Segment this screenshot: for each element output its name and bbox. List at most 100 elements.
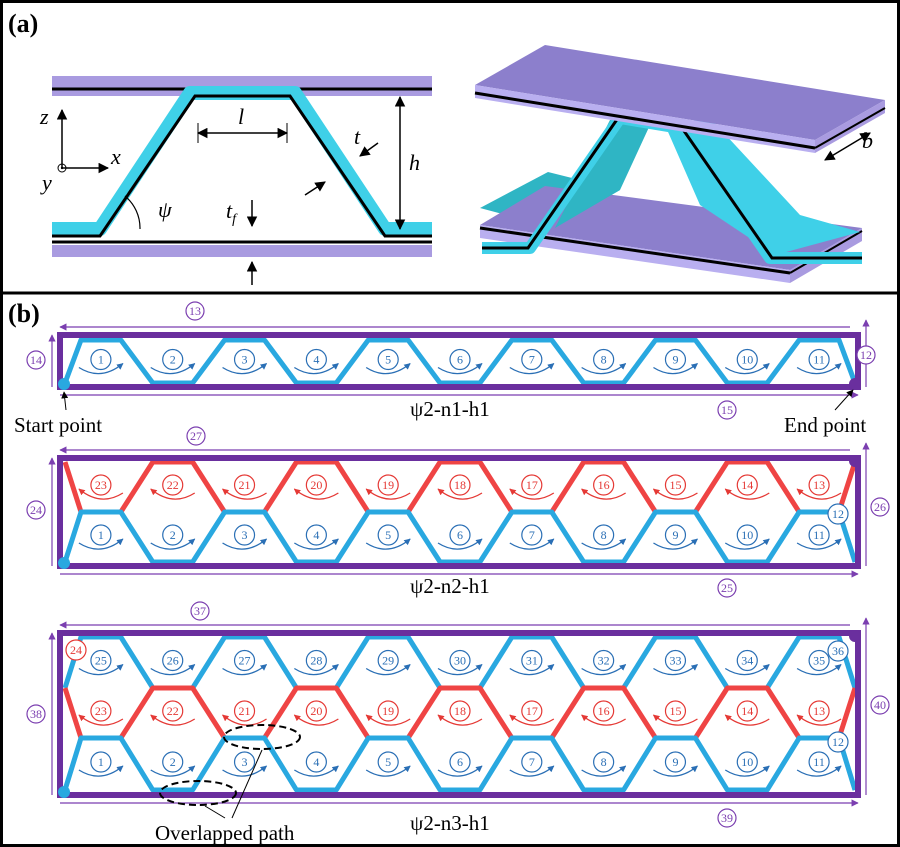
flow-arrow — [222, 765, 268, 777]
step-circle — [593, 649, 615, 672]
step-circle — [185, 301, 205, 321]
path-red — [62, 459, 858, 515]
step-number: 12 — [832, 507, 844, 521]
flow-arrow — [150, 765, 196, 777]
step-number: 26 — [874, 500, 886, 514]
path-blue — [62, 735, 858, 793]
step-number: 36 — [832, 644, 844, 658]
flow-arrow — [509, 538, 555, 550]
step-circle — [26, 500, 46, 520]
step-number: 12 — [860, 348, 872, 362]
dim-h: h — [409, 150, 420, 175]
flow-arrow — [653, 663, 698, 676]
step-number: 11 — [813, 528, 825, 542]
step-number: 7 — [529, 755, 535, 769]
flow-arrow — [652, 488, 698, 500]
step-number: 10 — [741, 353, 753, 367]
step-number: 1 — [98, 353, 104, 367]
flow-arrow — [150, 538, 196, 550]
step-number: 8 — [601, 353, 607, 367]
step-number: 13 — [189, 304, 201, 318]
pointer — [231, 749, 263, 819]
axis-z: z — [39, 104, 49, 129]
step-number: 40 — [874, 698, 886, 712]
flow-arrow — [294, 663, 339, 676]
flow-arrow — [437, 362, 483, 375]
step-circle — [305, 348, 327, 371]
step-circle — [449, 524, 471, 546]
step-circle — [664, 524, 687, 546]
step-number: 1 — [98, 528, 104, 542]
step-circle — [827, 503, 849, 525]
step-number: 22 — [167, 704, 179, 718]
flow-arrow — [724, 714, 770, 726]
step-circle — [521, 474, 543, 496]
step-circle — [377, 524, 399, 546]
flow-arrow — [509, 488, 555, 500]
step-circle — [717, 578, 737, 598]
overlap-mark — [223, 724, 301, 750]
step-number: 23 — [95, 478, 107, 492]
flow-arrow — [796, 538, 842, 550]
step-number: 5 — [385, 353, 391, 367]
flow-arrow — [222, 362, 268, 375]
step-number: 30 — [454, 654, 466, 668]
flow-arrow — [78, 362, 124, 375]
step-number: 11 — [813, 353, 825, 367]
flow-arrow — [509, 765, 555, 777]
flow-arrow — [653, 765, 698, 777]
step-number: 24 — [30, 503, 42, 517]
step-number: 6 — [457, 528, 463, 542]
step-number: 22 — [167, 478, 179, 492]
step-number: 17 — [526, 704, 538, 718]
step-circle — [736, 649, 758, 672]
flow-arrow — [365, 765, 411, 777]
step-circle — [736, 524, 758, 546]
step-circle — [827, 640, 849, 662]
flow-arrow — [437, 538, 483, 550]
flow-arrow — [294, 538, 339, 550]
step-number: 4 — [313, 528, 319, 542]
flow-arrow — [724, 362, 770, 375]
step-circle — [162, 751, 184, 773]
step-circle — [90, 474, 112, 496]
step-number: 27 — [190, 429, 202, 443]
panel-label: (a) — [8, 9, 38, 38]
panel-label: (b) — [8, 299, 40, 328]
step-number: 7 — [529, 353, 535, 367]
flow-arrow — [724, 488, 770, 500]
angle-psi: ψ — [158, 197, 172, 222]
step-number: 31 — [526, 654, 538, 668]
step-circle — [521, 751, 543, 773]
dim-t: t — [354, 124, 361, 149]
flow-arrow — [365, 362, 411, 375]
step-number: 32 — [598, 654, 610, 668]
pointer — [61, 391, 69, 411]
pointer — [204, 805, 226, 819]
step-circle — [808, 348, 830, 371]
step-number: 37 — [194, 604, 206, 618]
end-dot — [849, 630, 861, 642]
step-number: 28 — [310, 654, 322, 668]
flow-arrow — [509, 362, 555, 375]
flow-arrow — [509, 663, 555, 676]
step-number: 9 — [672, 755, 678, 769]
step-circle — [26, 704, 46, 724]
path-blue — [62, 337, 858, 386]
step-circle — [377, 649, 399, 672]
flow-arrow — [365, 538, 411, 550]
flow-arrow — [724, 765, 770, 777]
step-circle — [90, 649, 112, 672]
dim-b: b — [862, 128, 873, 153]
flow-arrow — [652, 714, 698, 726]
step-number: 39 — [721, 811, 733, 825]
flow-arrow — [437, 765, 483, 777]
flow-arrow — [150, 362, 196, 375]
step-circle — [162, 524, 184, 546]
start-dot — [58, 557, 70, 569]
overlap-label: Overlapped path — [155, 821, 295, 845]
step-number: 11 — [813, 755, 825, 769]
start-dot — [58, 378, 70, 390]
step-number: 14 — [741, 704, 753, 718]
